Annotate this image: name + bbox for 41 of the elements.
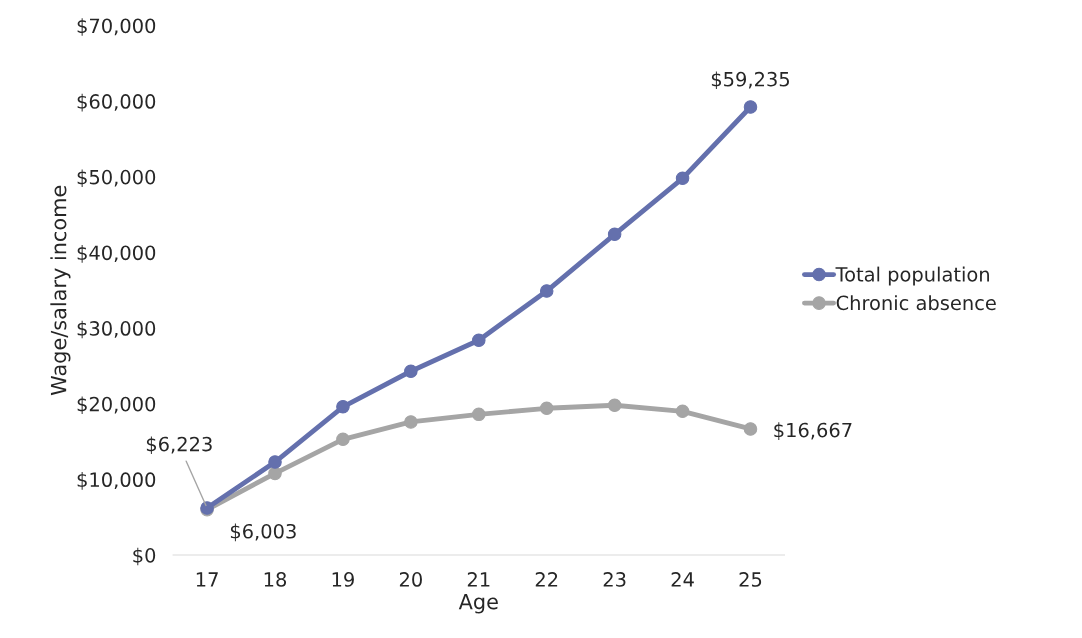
point <box>743 100 758 114</box>
point <box>268 466 282 481</box>
x-axis-title: Age <box>458 593 498 614</box>
y-tick-label: $0 <box>133 547 156 566</box>
data-label: $6,003 <box>230 523 296 542</box>
x-tick-label: 20 <box>399 572 422 587</box>
y-axis-title: Wage/salary income <box>50 185 71 396</box>
point <box>404 415 418 429</box>
y-tick-label: $70,000 <box>77 18 156 36</box>
y-tick-label: $50,000 <box>77 169 156 188</box>
x-tick-label: 17 <box>196 572 218 587</box>
y-tick-label: $60,000 <box>77 93 156 112</box>
x-tick-label: 19 <box>332 572 354 587</box>
data-label: $6,223 <box>146 436 212 455</box>
x-tick-label: 18 <box>264 572 287 587</box>
data-label: $59,235 <box>711 71 789 90</box>
point <box>268 455 282 469</box>
point <box>675 171 690 186</box>
point <box>336 400 350 414</box>
point <box>539 401 554 416</box>
x-tick-label: 22 <box>535 572 558 587</box>
point <box>539 284 554 298</box>
point <box>404 364 418 378</box>
point <box>472 333 486 347</box>
point <box>336 432 350 447</box>
point <box>607 398 622 413</box>
legend-label: Total population <box>835 266 989 286</box>
y-tick-label: $10,000 <box>77 472 156 490</box>
x-tick-label: 21 <box>467 572 490 587</box>
point <box>743 422 758 436</box>
x-tick-label: 23 <box>603 572 626 587</box>
point <box>607 227 622 242</box>
data-label: $16,667 <box>774 422 852 440</box>
y-tick-label: $40,000 <box>77 245 156 263</box>
legend-label: Chronic absence <box>836 295 996 311</box>
point <box>675 404 690 419</box>
x-tick-label: 25 <box>739 572 762 587</box>
x-tick-label: 24 <box>671 572 694 587</box>
y-tick-label: $20,000 <box>77 396 156 415</box>
point <box>472 407 486 422</box>
y-tick-label: $30,000 <box>77 320 156 339</box>
